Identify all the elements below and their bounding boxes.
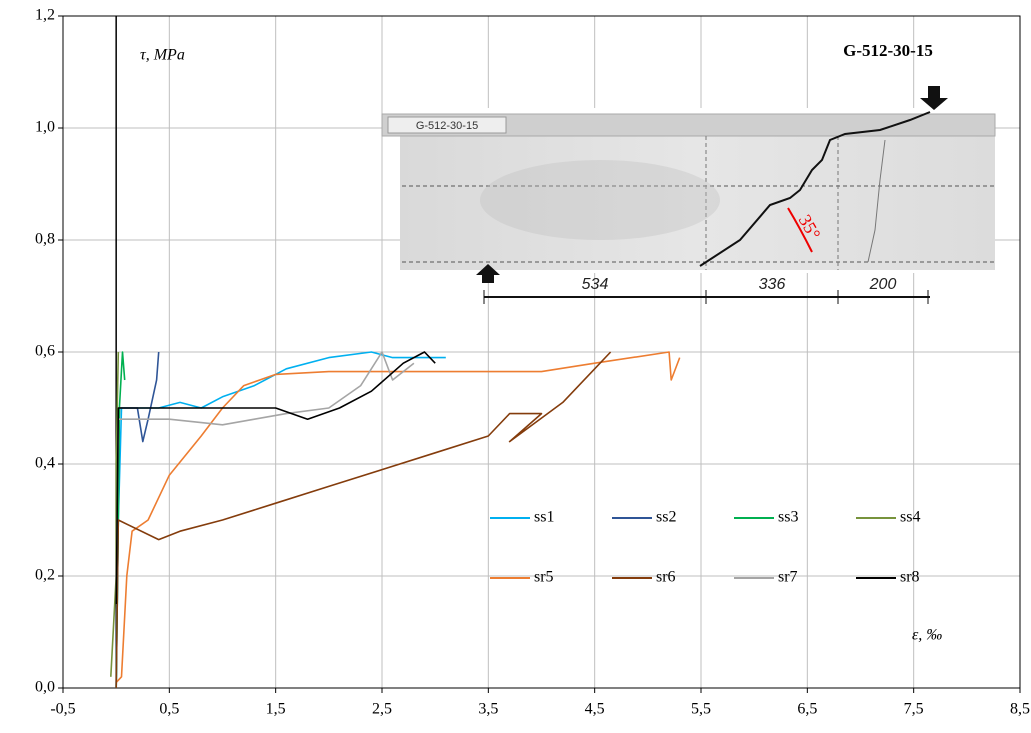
stain [480, 160, 720, 240]
dimension-label: 200 [869, 276, 897, 293]
legend-label: sr6 [656, 569, 676, 586]
angle-arc [787, 207, 813, 253]
dimension-label: 336 [759, 276, 786, 293]
x-tick-label: 3,5 [478, 701, 498, 718]
specimen-photo: G-512-30-15 35° 534 336 200 [381, 86, 996, 304]
load-arrow [920, 86, 948, 110]
beam-body [400, 132, 995, 270]
series-line [115, 351, 446, 689]
photo-label: G-512-30-15 [416, 120, 478, 132]
y-tick-label: 0,6 [35, 343, 55, 360]
x-tick-label: 7,5 [904, 701, 924, 718]
series-line [115, 351, 436, 605]
x-tick-label: 5,5 [691, 701, 711, 718]
legend-label: sr7 [778, 569, 798, 586]
legend-label: sr8 [900, 569, 920, 586]
crack [699, 111, 931, 267]
photo-label-box [387, 116, 507, 134]
y-tick-label: 1,2 [35, 7, 55, 24]
series-line [115, 351, 415, 605]
x-tick-label: 0,5 [159, 701, 179, 718]
x-tick-label: 6,5 [797, 701, 817, 718]
legend-label: sr5 [534, 569, 554, 586]
y-tick-label: 0,4 [35, 455, 55, 472]
y-tick-label: 0,8 [35, 231, 55, 248]
support-arrow [476, 264, 500, 283]
crack [867, 139, 886, 263]
x-tick-label: -0,5 [50, 701, 75, 718]
y-tick-label: 0,2 [35, 567, 55, 584]
x-tick-label: 1,5 [266, 701, 286, 718]
legend-label: ss4 [900, 509, 920, 526]
legend-label: ss3 [778, 509, 798, 526]
x-tick-label: 4,5 [585, 701, 605, 718]
x-tick-label: 8,5 [1010, 701, 1030, 718]
series-line [115, 351, 160, 689]
x-axis-label: ε, ‰ [912, 627, 942, 644]
x-tick-label: 2,5 [372, 701, 392, 718]
beam-flange [381, 113, 996, 137]
specimen-title: G-512-30-15 [843, 41, 933, 60]
series-line [115, 351, 612, 689]
series-line [115, 351, 681, 683]
y-axis-label: τ, MPa [140, 47, 185, 64]
dimension-label: 534 [582, 276, 609, 293]
y-tick-label: 0,0 [35, 679, 55, 696]
y-tick-label: 1,0 [35, 119, 55, 136]
series-line [110, 351, 120, 677]
legend-label: ss1 [534, 509, 554, 526]
plot-frame [62, 15, 1021, 689]
legend-label: ss2 [656, 509, 676, 526]
